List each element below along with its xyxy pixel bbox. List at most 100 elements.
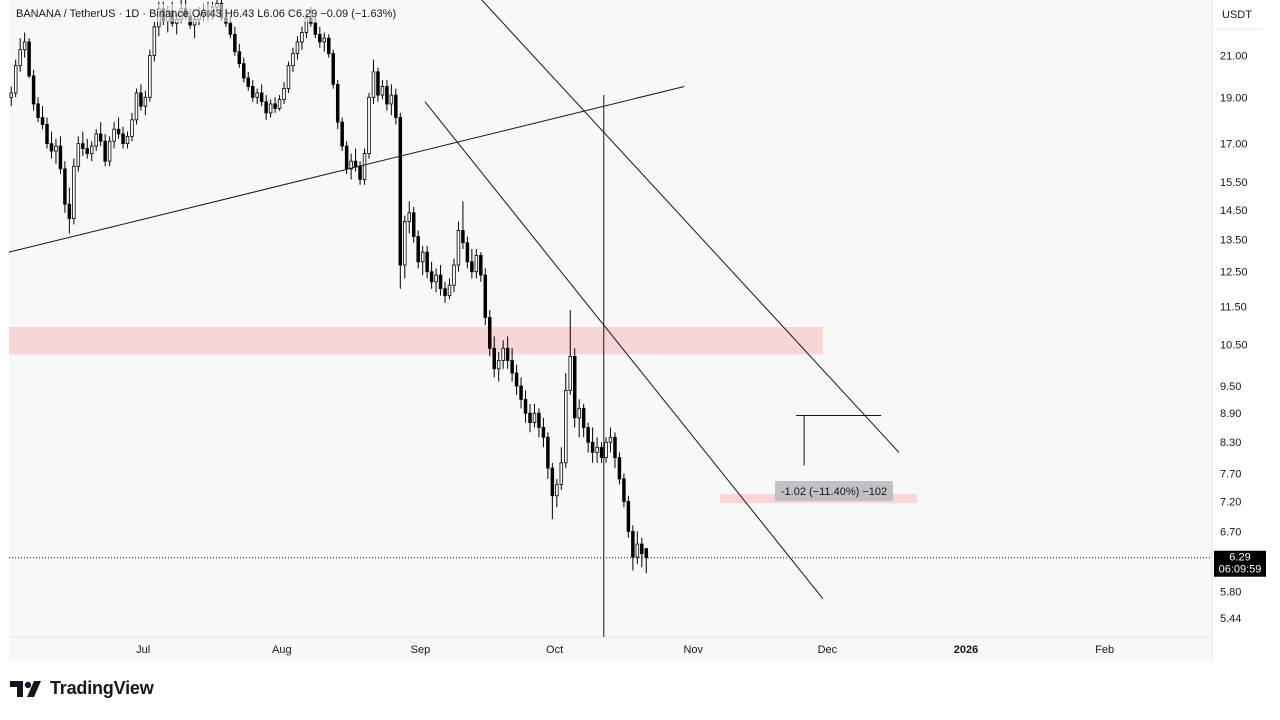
candle-body-down [313, 22, 318, 35]
candle-body-down [550, 467, 555, 497]
candle-body-up [635, 543, 640, 558]
price-tick-label: 5.80 [1220, 587, 1241, 599]
candle-body-down [622, 478, 626, 502]
candle-body-up [380, 86, 385, 96]
tradingview-logo-icon [10, 680, 41, 697]
candle-body-up [322, 37, 327, 43]
candle-body-down [599, 446, 604, 458]
price-axis-currency[interactable]: USDT [1222, 9, 1252, 21]
trendlines[interactable] [8, 0, 900, 637]
candle-body-down [572, 355, 577, 419]
candle-body-down [541, 427, 546, 438]
candle-body-down [617, 457, 622, 480]
symbol-legend[interactable]: BANANA / TetherUS · 1D · Binance O6.43 H… [16, 8, 396, 20]
candle-body-down [394, 94, 398, 118]
candle-body-down [443, 288, 447, 297]
candle-body-down [98, 133, 103, 142]
candle-body-up [18, 49, 22, 67]
candle-body-up [107, 140, 112, 162]
plot-background [9, 0, 1212, 637]
price-tick-label: 6.70 [1220, 526, 1241, 538]
candle-body-up [456, 230, 461, 266]
candle-body-down [613, 436, 617, 458]
time-axis[interactable]: Jul Aug Sep Oct Nov Dec 2026 Feb [136, 644, 1114, 656]
last-price-value: 6.29 [1229, 552, 1250, 564]
candle-body-down [537, 412, 541, 428]
candle-body-down [259, 92, 264, 103]
candle-body-up [604, 441, 608, 458]
candle-body-down [45, 124, 49, 145]
candle-body-down [470, 261, 474, 273]
price-tick-label: 8.90 [1220, 408, 1241, 420]
candle-body-down [264, 101, 268, 114]
candle-body-up [389, 94, 394, 105]
candle-body-up [300, 32, 304, 43]
candle-body-down [479, 254, 483, 276]
candle-body-up [277, 99, 282, 109]
candle-body-up [295, 41, 300, 55]
candle-body-down [438, 274, 443, 290]
candle-body-up [148, 55, 152, 98]
price-tick-label: 7.20 [1220, 496, 1241, 508]
measure-tool[interactable] [796, 415, 882, 466]
trendline-2 [481, 0, 900, 453]
candle-body-down [246, 77, 251, 87]
time-axis-background [9, 637, 1212, 661]
price-zone-1 [9, 326, 823, 355]
candle-body-up [282, 88, 286, 100]
candle-body-down [519, 385, 523, 400]
candle-body-up [349, 160, 353, 170]
candle-body-down [36, 103, 40, 118]
time-tick-label: Aug [272, 644, 292, 656]
price-tick-label: 8.30 [1220, 437, 1241, 449]
candle-body-up [9, 92, 13, 98]
candle-body-up [608, 436, 613, 443]
price-tick-label: 11.50 [1220, 301, 1247, 313]
candle-body-up [268, 103, 273, 114]
price-tick-label: 19.00 [1220, 92, 1248, 104]
candle-body-up [130, 119, 134, 137]
candle-body-up [474, 254, 479, 273]
candle-body-down [233, 33, 237, 53]
candle-body-up [22, 41, 27, 51]
candle-body-down [67, 203, 72, 219]
candle-body-up [568, 355, 572, 391]
candle-body-down [242, 63, 246, 79]
candle-body-down [505, 347, 510, 361]
price-tick-label: 17.00 [1220, 139, 1248, 151]
candle-body-up [89, 145, 94, 154]
candle-body-up [595, 446, 599, 453]
candle-body-up [291, 53, 295, 67]
tradingview-brand[interactable]: TradingView [10, 678, 154, 699]
price-tick-label: 21.00 [1220, 51, 1248, 63]
time-tick-label: Feb [1095, 644, 1114, 656]
trendline-1 [8, 85, 685, 253]
candle-body-down [385, 86, 389, 105]
candle-body-up [434, 274, 438, 283]
candle-body-up [255, 92, 259, 98]
candle-body-up [447, 284, 452, 297]
candle-body-up [496, 360, 501, 370]
candle-body-up [407, 212, 411, 222]
candle-body-down [398, 117, 403, 266]
candle-body-down [103, 140, 107, 162]
candle-body-up [76, 143, 81, 167]
candle-body-down [340, 121, 344, 147]
candle-body-down [626, 501, 631, 532]
candle-body-up [532, 412, 537, 424]
price-axis[interactable]: 21.00 19.00 17.00 15.50 14.50 13.50 12.50 11.50… [1220, 51, 1248, 626]
candle-body-down [461, 230, 465, 244]
candle-body-up [143, 96, 148, 107]
candle-body-down [58, 145, 63, 170]
time-tick-label: Dec [818, 644, 838, 656]
candle-body-down [590, 441, 595, 453]
candle-body-down [483, 274, 488, 318]
candle-body-down [523, 398, 528, 414]
candle-body-up [54, 145, 58, 152]
candle-body-up [362, 153, 367, 180]
candle-body-down [492, 347, 496, 370]
candle-body-down [85, 148, 90, 154]
candle-body-up [13, 65, 18, 94]
price-tick-label: 12.50 [1220, 267, 1248, 279]
